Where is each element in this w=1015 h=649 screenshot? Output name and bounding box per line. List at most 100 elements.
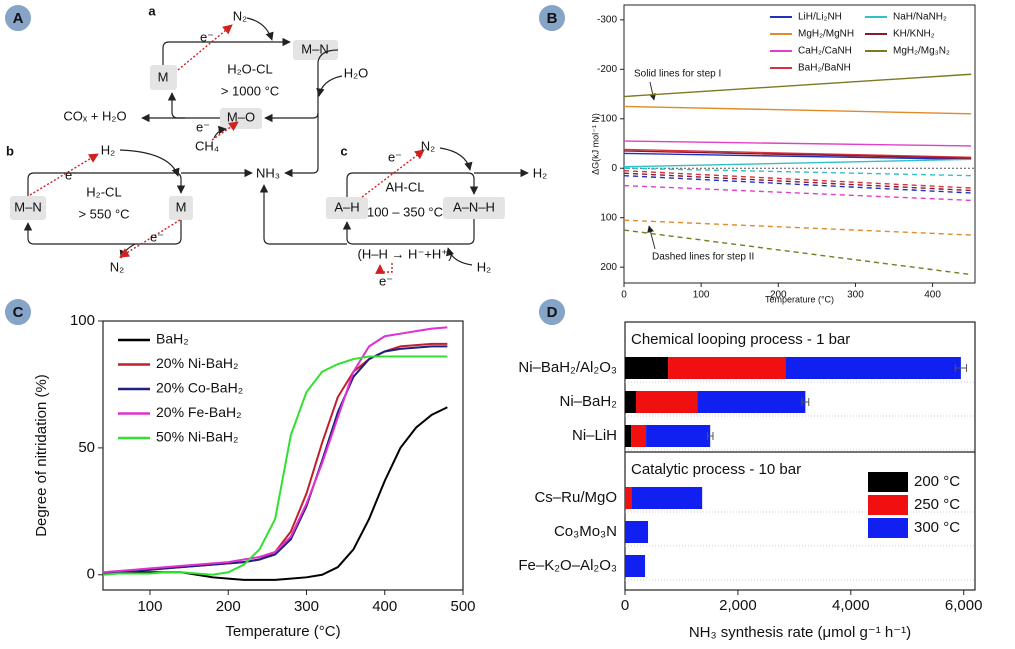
series-line-dashed (623, 174, 972, 194)
bar-segment (636, 391, 698, 413)
node: M–N (14, 199, 41, 214)
y-tick-label: -200 (597, 64, 617, 75)
arrow (446, 247, 473, 266)
y-axis-label: Degree of nitridation (%) (33, 374, 50, 537)
legend-label: 300 °C (914, 519, 960, 536)
electron-arrow (29, 153, 99, 196)
bar-segment (625, 391, 637, 413)
y-tick-label: 200 (600, 262, 617, 273)
arrow (27, 172, 186, 196)
series-line (623, 158, 972, 168)
y-tick-label: 100 (70, 312, 95, 329)
group-title: Catalytic process - 10 bar (631, 461, 801, 478)
series-line (623, 148, 972, 159)
x-axis-label: NH₃ synthesis rate (μmol g⁻¹ h⁻¹) (689, 624, 911, 641)
panel-badge (537, 297, 567, 327)
legend-swatch (868, 518, 908, 538)
electron: e⁻ (65, 167, 79, 182)
cycle-label: a (148, 3, 156, 18)
electron: e⁻ (388, 149, 402, 164)
legend-label: MgH₂/MgNH (798, 29, 854, 40)
x-tick-label: 100 (693, 290, 710, 301)
x-tick-label: 6,000 (945, 597, 983, 614)
node-box (150, 65, 177, 90)
series-line (623, 150, 972, 160)
electron: e⁻ (196, 119, 210, 134)
series-line (623, 73, 972, 98)
x-tick-label: 2,000 (719, 597, 757, 614)
product: NH₃ (256, 165, 280, 180)
x-tick-label: 500 (450, 598, 475, 615)
bar-segment (631, 425, 647, 447)
legend-label: MgH₂/Mg₃N₂ (893, 46, 950, 57)
node: M–N (301, 41, 328, 56)
arrow (167, 92, 220, 119)
x-axis-label: Temperature (°C) (765, 294, 834, 304)
bar-segment (625, 487, 632, 509)
category-label: Co₃Mo₃N (554, 523, 617, 540)
node: A–H (334, 199, 359, 214)
process: AH-CL (385, 179, 424, 194)
series-line (623, 105, 972, 115)
electron: e⁻ (150, 229, 164, 244)
series-line (623, 140, 972, 147)
category-label: Cs–Ru/MgO (534, 489, 617, 506)
cycle-label: b (6, 143, 14, 158)
x-tick-label: 4,000 (832, 597, 870, 614)
series-line (102, 345, 448, 575)
bar-segment (625, 425, 632, 447)
legend-label: BaH₂ (156, 331, 189, 347)
species: COₓ + H₂O (63, 108, 126, 123)
panel-letter: B (547, 10, 558, 27)
series-line-dashed (623, 172, 972, 192)
condition: > 1000 °C (221, 83, 279, 98)
y-tick-label: 0 (87, 566, 95, 583)
reaction: (H–H → H⁻+H⁺) (358, 246, 453, 261)
condition: 100 – 350 °C (367, 204, 443, 219)
panel-letter: A (13, 10, 24, 27)
arrow (119, 243, 136, 259)
bar-segment (697, 391, 806, 413)
error-bar (954, 364, 968, 372)
x-tick-label: 200 (770, 290, 787, 301)
bar-segment (625, 521, 649, 543)
species: H₂ (477, 259, 491, 274)
series-line (102, 355, 448, 576)
error-bar (801, 398, 810, 406)
series-line-dashed (623, 184, 972, 202)
arrow (246, 17, 274, 41)
legend-label: LiH/Li₂NH (798, 12, 842, 23)
plot-frame (102, 320, 464, 591)
arrow (23, 220, 182, 245)
x-axis-label: Temperature (°C) (225, 623, 340, 640)
legend-label: 20% Fe-BaH₂ (156, 404, 242, 420)
legend-label: 20% Ni-BaH₂ (156, 355, 238, 371)
arrow (213, 125, 227, 139)
bar-segment (632, 487, 703, 509)
group-title: Chemical looping process - 1 bar (631, 331, 850, 348)
category-label: Ni–BaH₂ (559, 393, 617, 410)
x-tick-label: 0 (621, 597, 629, 614)
plot-frame (623, 4, 976, 284)
annotation: Dashed lines for step II (652, 252, 754, 263)
legend-label: KH/KNH₂ (893, 29, 935, 40)
y-axis-label: ΔG(kJ mol⁻¹ N) (590, 113, 600, 175)
arrow (316, 75, 343, 97)
species: H₂O (344, 65, 369, 80)
species: N₂ (421, 138, 435, 153)
node-box (169, 196, 193, 220)
arrow (439, 147, 473, 171)
arrow (264, 112, 319, 123)
y-tick-label: 0 (611, 163, 617, 174)
legend-label: 200 °C (914, 473, 960, 490)
species: H₂ (533, 165, 547, 180)
arrow (284, 49, 339, 178)
node-box (10, 196, 46, 220)
bar-segment (668, 357, 786, 379)
electron: e⁻ (200, 29, 214, 44)
process: H₂O-CL (227, 61, 273, 76)
bar-segment (625, 357, 669, 379)
node: M (176, 199, 187, 214)
series-line (102, 326, 448, 574)
